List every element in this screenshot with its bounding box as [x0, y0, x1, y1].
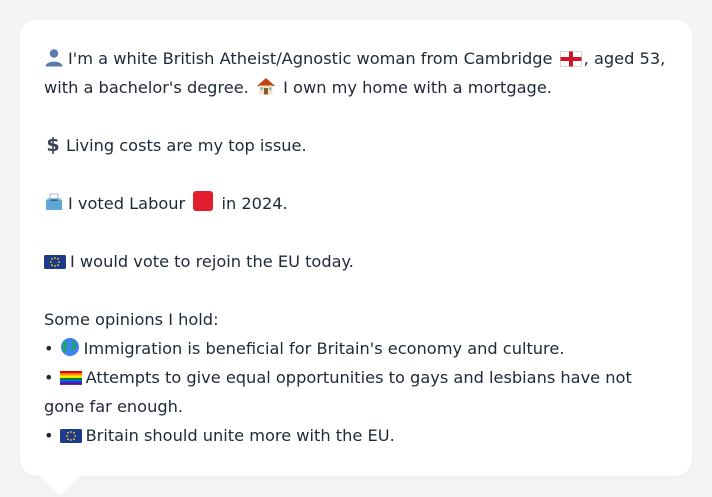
eu-line: I would vote to rejoin the EU today. — [44, 247, 668, 276]
issue-line: $ Living costs are my top issue. — [44, 131, 668, 160]
list-item-continuation: gone far enough. — [44, 397, 184, 416]
dollar-icon: $ — [44, 134, 62, 163]
list-item: • Britain should unite more with the EU. — [44, 421, 668, 450]
rainbow-flag-icon — [59, 366, 82, 395]
red-square-icon — [192, 190, 214, 221]
eu-flag-icon — [59, 424, 82, 453]
opinions-heading: Some opinions I hold: — [44, 310, 219, 329]
message-bubble: I'm a white British Atheist/Agnostic wom… — [20, 20, 692, 476]
list-item: • Immigration is beneficial for Britain'… — [44, 334, 668, 363]
svg-text:$: $ — [46, 134, 59, 154]
list-item: • Attempts to give equal opportunities t… — [44, 363, 668, 392]
house-icon — [256, 76, 276, 105]
person-icon — [44, 47, 64, 76]
profile-line-1: I'm a white British Atheist/Agnostic wom… — [44, 44, 668, 73]
globe-icon — [60, 337, 80, 366]
vote-line: I voted Labour in 2024. — [44, 189, 668, 218]
bubble-tail — [38, 475, 82, 495]
profile-line-2: with a bachelor's degree. I own my home … — [44, 73, 668, 102]
england-flag-icon — [559, 47, 582, 76]
message-text: I'm a white British Atheist/Agnostic wom… — [44, 44, 668, 450]
ballot-box-icon — [44, 192, 64, 221]
eu-flag-icon — [44, 250, 66, 279]
